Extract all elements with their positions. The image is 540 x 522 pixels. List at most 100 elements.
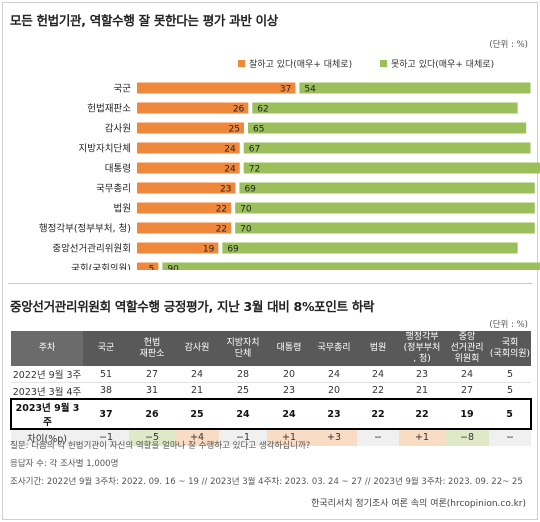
data-label-bad: 70	[240, 205, 252, 215]
data-label-bad: 67	[249, 145, 260, 155]
row-label: 2023년 3월 4주	[11, 382, 83, 400]
data-label-bad: 62	[257, 105, 268, 115]
table-cell: 5	[489, 366, 531, 383]
bar-bad	[222, 242, 518, 254]
note-respondents: 응답자 수: 각 조사별 1,000명	[10, 459, 119, 469]
category-label: 헌법재판소	[87, 104, 131, 115]
table-cell: 24	[267, 398, 311, 430]
data-label-good: 23	[220, 185, 231, 195]
table-cell: 51	[83, 366, 129, 383]
table-body: 2022년 9월 3주 51 27 24 28 20 24 24 23 24 5 2023년 3월 4…	[10, 366, 532, 446]
column-header: 국회 (국회의원)	[489, 331, 531, 366]
table-title: 중앙선거관리위원회 역할수행 긍정평가, 지난 3월 대비 8%포인트 하락	[10, 299, 375, 314]
data-label-good: 19	[203, 245, 215, 255]
table-cell: 21	[175, 382, 219, 400]
bar-good	[137, 122, 244, 134]
notes-block: 질문: 다음의 각 헌법기관이 자신의 역할을 얼마나 잘 수행하고 있다고 생…	[10, 437, 523, 491]
data-label-good: 26	[233, 105, 245, 115]
category-label: 법원	[114, 204, 131, 215]
table-header-row: 주차 국군 헌법 재판소 감사원 지방자치 단체 대통령 국무총리 법원 행정각부 (정부부처, 청)…	[11, 331, 531, 366]
data-label-bad: 90	[167, 265, 179, 271]
chart-title: 모든 헌법기관, 역할수행 잘 못한다는 평가 과반 이상	[10, 13, 279, 28]
table-cell: 23	[399, 366, 445, 383]
table-cell: 5	[489, 398, 532, 430]
column-header: 행정각부 (정부부처, 청)	[399, 331, 445, 366]
data-label-bad: 70	[240, 225, 252, 235]
data-label-bad: 69	[244, 185, 256, 195]
table-cell: −5	[129, 429, 175, 446]
row-label: 차이(%p)	[11, 429, 83, 446]
table-cell: 24	[175, 366, 219, 383]
legend-bad-swatch	[380, 60, 387, 67]
bar-bad	[235, 222, 535, 234]
bar-bad	[243, 162, 540, 174]
table-cell: +3	[311, 429, 357, 446]
bar-bad	[235, 202, 535, 214]
table-cell: 28	[219, 366, 267, 383]
table-cell: 23	[311, 398, 357, 430]
table-row: 2023년 3월 4주 38 31 21 25 23 20 22 21 27 5	[11, 382, 531, 400]
category-label: 감사원	[105, 123, 131, 135]
section-divider	[8, 283, 532, 284]
category-label: 지방자치단체	[79, 143, 131, 155]
data-label-good: 24	[224, 165, 236, 175]
category-label: 국무총리	[96, 184, 131, 195]
data-label-bad: 54	[304, 85, 316, 95]
legend-good-label: 잘하고 있다(매우+ 대체로)	[249, 60, 353, 70]
table-cell: 38	[83, 382, 129, 400]
bar-bad	[252, 102, 518, 114]
note-question: 질문: 다음의 각 헌법기관이 자신의 역할을 얼마나 잘 수행하고 있다고 생…	[10, 441, 311, 451]
source-credit: 한국리서치 정기조사 여론 속의 여론(hrcopinion.co.kr)	[311, 499, 526, 509]
column-header: 국군	[83, 331, 129, 366]
table-cell: 19	[445, 398, 489, 430]
legend-good-swatch	[238, 60, 245, 67]
table-cell: 24	[311, 366, 357, 383]
column-header: 국무총리	[311, 331, 357, 366]
legend-good: 잘하고 있다(매우+ 대체로)	[238, 57, 352, 70]
data-label-good: 37	[280, 85, 291, 95]
data-label-good: 22	[216, 225, 227, 235]
bar-bad	[239, 182, 535, 194]
data-label-good: 22	[216, 205, 227, 215]
table-cell: 22	[357, 398, 399, 430]
column-header: 주차	[11, 331, 83, 366]
bar-good	[137, 182, 236, 194]
table-cell: −1	[83, 429, 129, 446]
bar-good	[137, 142, 240, 154]
bar-bad	[299, 82, 531, 94]
table-cell: 31	[129, 382, 175, 400]
data-label-good: 24	[224, 145, 236, 155]
bar-good	[137, 162, 240, 174]
table-cell: 24	[357, 366, 399, 383]
bar-bad	[162, 262, 540, 270]
table-cell: −8	[445, 429, 489, 446]
data-label-good: 25	[229, 125, 240, 135]
table-unit: (단위 : %)	[489, 320, 528, 330]
table-cell: 23	[267, 382, 311, 400]
data-label-bad: 69	[227, 245, 239, 255]
table-cell: 20	[267, 366, 311, 383]
stacked-bar-chart: 국군 37 54 헌법재판소 26 62 감사원 25 65 지방자치단체 24 67 대통령 24 72 국…	[39, 82, 540, 271]
column-header: 지방자치 단체	[219, 331, 267, 366]
column-header: 대통령	[267, 331, 311, 366]
row-label: 2022년 9월 3주	[11, 366, 83, 383]
table-row: 2022년 9월 3주 51 27 24 28 20 24 24 23 24 5	[11, 366, 531, 383]
table-cell: −	[357, 429, 399, 446]
chart-unit: (단위 : %)	[489, 40, 528, 50]
table-cell: 24	[219, 398, 267, 430]
table-cell: 27	[445, 382, 489, 400]
category-label: 국회(국회의원)	[71, 264, 131, 271]
table-cell: 26	[129, 398, 175, 430]
bar-good	[137, 102, 249, 114]
data-label-good: 5	[149, 265, 155, 271]
table-cell: 20	[311, 382, 357, 400]
category-label: 국군	[114, 84, 132, 95]
bar-bad	[243, 142, 531, 154]
table-row: 2023년 9월 3주 37 26 25 24 24 23 22 22 19 5	[10, 398, 532, 430]
category-label: 중앙선거관리위원회	[52, 243, 131, 255]
table-cell: 25	[175, 398, 219, 430]
table-cell: 22	[399, 398, 445, 430]
table-cell: 5	[489, 382, 531, 400]
column-header: 헌법 재판소	[129, 331, 175, 366]
table-cell: +1	[267, 429, 311, 446]
